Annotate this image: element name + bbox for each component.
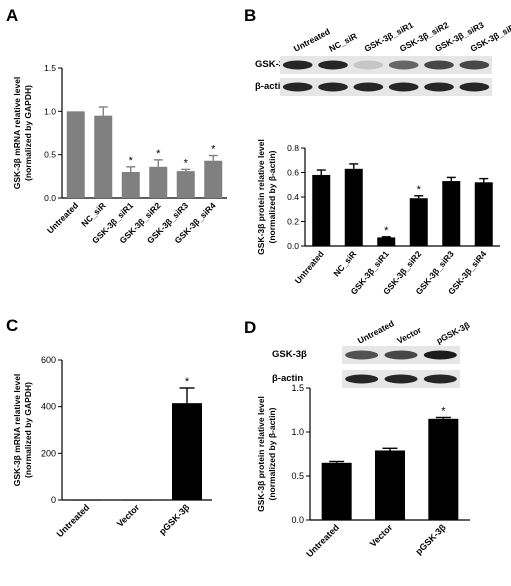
- panel-label-b: B: [244, 6, 257, 25]
- blot-b-band: [459, 82, 490, 92]
- chart-c-y-label: GSK-3β mRNA relative level(normalized by…: [12, 374, 33, 487]
- chart-a-bar: [204, 160, 223, 198]
- chart-b-y-label: GSK-3β protein relative level(normalized…: [256, 139, 277, 255]
- chart-b-y-tick-label: 0.2: [287, 217, 299, 227]
- chart-a-bar: [149, 166, 168, 198]
- chart-c-y-tick-label: 400: [41, 402, 56, 412]
- blot-d-lane-label: Untreated: [356, 320, 396, 346]
- blot-d-band: [423, 350, 457, 360]
- chart-a-bar: [121, 172, 140, 198]
- chart-c-x-tick-label: pGSK-3β: [157, 502, 192, 537]
- chart-b-bar: [344, 168, 363, 246]
- chart-a-y-tick-label: 0.0: [44, 193, 56, 203]
- chart-b-y-tick-label: 0.6: [287, 168, 299, 178]
- chart-c-x-tick-label: Vector: [115, 502, 142, 529]
- chart-a-significance-star: *: [129, 155, 134, 167]
- chart-a-significance-star: *: [156, 148, 161, 160]
- chart-b-bar: [474, 182, 493, 246]
- chart-c-mrna-overexpression: 0 200 400 600 GSK-3β mRNA relative level(nor…: [12, 355, 212, 539]
- blot-d-band: [384, 350, 418, 360]
- chart-d-x-tick-label: Vector: [368, 522, 395, 549]
- blot-b-band: [282, 60, 313, 70]
- chart-c-bar: [72, 499, 102, 501]
- chart-d-y-tick-label: 0.5: [291, 471, 304, 481]
- blot-b-band: [282, 82, 313, 92]
- chart-a-bar: [94, 115, 113, 198]
- blot-b-band: [424, 60, 454, 70]
- chart-d-bar: [321, 462, 352, 520]
- chart-b-x-tick-label: NC_siR: [331, 249, 358, 279]
- blot-d-band: [384, 374, 418, 384]
- blot-b-lane-label: NC_siR: [327, 31, 358, 54]
- chart-a-y-tick-label: 1.0: [44, 106, 56, 116]
- chart-d-y-tick-label: 1.5: [291, 383, 304, 393]
- chart-d-y-tick-label: 0.0: [291, 515, 304, 525]
- chart-a-y-tick-label: 1.5: [44, 63, 56, 73]
- blot-b-band: [353, 60, 384, 70]
- chart-d-y-tick-label: 1.0: [291, 427, 304, 437]
- chart-d-protein-overexpression: 0.0 0.5 1.0 1.5 GSK-3β protein relative leve…: [256, 383, 470, 559]
- blot-b-band: [388, 60, 419, 70]
- chart-b-bar: [409, 198, 428, 246]
- chart-c-y-tick-label: 200: [41, 448, 56, 458]
- chart-c-bar: [122, 499, 152, 501]
- chart-b-y-tick-label: 0.0: [287, 241, 299, 251]
- blot-b-row-label: β-actin: [255, 81, 286, 92]
- chart-b-y-tick-label: 0.8: [287, 143, 299, 153]
- blot-b-band: [318, 60, 348, 70]
- blot-d-row-label: β-actin: [272, 373, 303, 384]
- chart-b-bar: [442, 181, 461, 246]
- blot-d-lane-label: Vector: [395, 324, 423, 345]
- chart-d-bar: [375, 450, 405, 520]
- chart-b-x-tick-label: Untreated: [293, 249, 326, 286]
- blot-b-lane-label: Untreated: [292, 26, 332, 53]
- chart-a-bar: [176, 171, 195, 198]
- chart-c-x-tick-label: Untreated: [55, 502, 92, 539]
- chart-c-y-tick-label: 600: [41, 355, 56, 365]
- chart-a-significance-star: *: [211, 144, 216, 156]
- blot-d-band: [423, 374, 457, 384]
- chart-a-x-tick-label: Untreated: [45, 200, 80, 235]
- chart-b-significance-star: *: [417, 184, 422, 196]
- western-blot-d: Untreated Vector pGSK-3β GSK-3β β-actin: [272, 320, 472, 388]
- blot-b-row-label: GSK-3β: [255, 59, 290, 70]
- blot-b-band: [388, 82, 419, 92]
- chart-b-bar: [312, 174, 331, 246]
- chart-a-mrna-knockdown: 0.0 0.5 1.0 1.5 GSK-3β mRNA relative level(n…: [12, 63, 227, 245]
- blot-b-band: [424, 82, 454, 92]
- blot-b-band: [318, 82, 348, 92]
- chart-c-y-tick-label: 0: [51, 495, 56, 505]
- chart-d-bar: [428, 418, 459, 520]
- blot-b-band: [353, 82, 384, 92]
- blot-d-lane-label: pGSK-3β: [435, 320, 472, 346]
- panel-label-d: D: [244, 318, 257, 337]
- chart-a-y-label: GSK-3β mRNA relative level(normalized by…: [12, 77, 33, 190]
- blot-b-band: [459, 60, 490, 70]
- blot-d-band: [345, 350, 379, 360]
- blot-d-row-label: GSK-3β: [272, 349, 307, 360]
- chart-d-significance-star: *: [441, 405, 446, 417]
- chart-c-significance-star: *: [185, 376, 190, 388]
- chart-a-bar: [66, 111, 85, 198]
- blot-d-band: [345, 374, 379, 384]
- panel-label-c: C: [6, 316, 19, 335]
- chart-b-bar: [377, 237, 396, 246]
- chart-c-bar: [172, 403, 202, 500]
- panel-label-a: A: [6, 6, 19, 25]
- chart-b-protein-knockdown: 0.0 0.2 0.4 0.6 0.8 GSK-3β protein relative l…: [256, 139, 500, 297]
- chart-d-y-label: GSK-3β protein relative level(normalized…: [256, 396, 277, 512]
- chart-b-significance-star: *: [384, 225, 389, 237]
- chart-d-x-tick-label: Untreated: [304, 522, 341, 559]
- chart-a-significance-star: *: [184, 157, 189, 169]
- chart-d-x-tick-label: pGSK-3β: [413, 522, 448, 557]
- chart-a-y-tick-label: 0.5: [44, 150, 56, 160]
- chart-b-y-tick-label: 0.4: [287, 192, 299, 202]
